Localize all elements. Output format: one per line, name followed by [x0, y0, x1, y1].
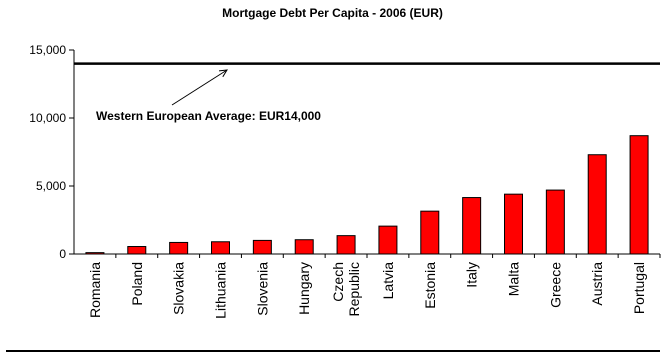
x-tick-label: Czech	[330, 262, 346, 302]
x-tick-label: Malta	[506, 262, 522, 296]
bar	[587, 154, 607, 255]
bar	[252, 239, 272, 255]
y-tick-label: 15,000	[29, 43, 66, 57]
chart-title: Mortgage Debt Per Capita - 2006 (EUR)	[222, 6, 443, 20]
y-tick-label: 5,000	[36, 179, 66, 193]
bar	[378, 225, 398, 255]
bar	[462, 197, 482, 255]
bar	[629, 135, 649, 255]
x-tick-label: Lithuania	[213, 262, 229, 319]
x-tick-label: Romania	[87, 262, 103, 318]
bar	[545, 189, 565, 255]
x-tick-label: Slovakia	[171, 262, 187, 315]
bar	[420, 210, 440, 255]
bar	[169, 241, 189, 255]
x-tick-label: Austria	[589, 262, 605, 306]
x-tick-label: Greece	[547, 262, 563, 308]
bar	[336, 235, 356, 255]
bar	[504, 193, 523, 255]
x-tick-label: Estonia	[422, 262, 438, 309]
x-tick-label: Portugal	[631, 262, 647, 314]
annotation-arrow-head	[218, 69, 228, 78]
y-tick-label: 10,000	[29, 111, 66, 125]
bar	[211, 241, 230, 255]
bar	[127, 246, 147, 255]
annotation-arrow-line	[171, 69, 228, 106]
bar	[85, 252, 105, 255]
x-tick-label: Slovenia	[254, 262, 270, 316]
y-tick-label: 0	[59, 247, 66, 261]
x-tick-label: Italy	[464, 262, 480, 288]
x-tick-label: Poland	[129, 262, 145, 306]
x-tick-label: Republic	[346, 262, 362, 316]
x-tick-label: Latvia	[380, 262, 396, 300]
x-tick-label: Hungary	[296, 262, 312, 315]
bar	[294, 239, 314, 255]
reference-line-label: Western European Average: EUR14,000	[96, 109, 321, 123]
